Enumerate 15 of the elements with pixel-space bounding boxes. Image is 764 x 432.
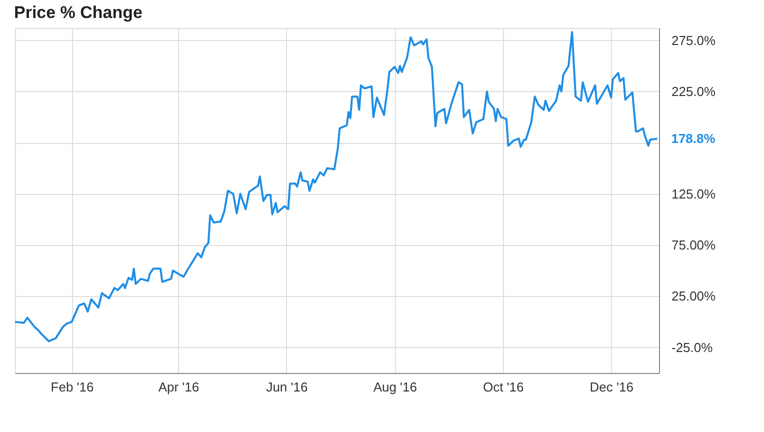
x-tick-label: Aug '16 xyxy=(373,380,417,394)
y-tick-label: 225.0% xyxy=(672,84,716,99)
x-tick-label: Jun '16 xyxy=(266,380,308,394)
annotation: 178.8% xyxy=(671,130,716,146)
y-tick-label: 75.00% xyxy=(672,238,716,253)
x-tick-label: Oct '16 xyxy=(482,380,524,394)
y-tick-label: -25.0% xyxy=(672,340,714,355)
x-tick-label: Dec '16 xyxy=(590,380,634,394)
y-tick-label: 25.00% xyxy=(672,288,716,304)
x-tick-label: Apr '16 xyxy=(158,380,200,394)
y-tick-label: 125.0% xyxy=(672,186,716,202)
line-series xyxy=(14,31,658,342)
chart-title: Price % Change xyxy=(14,3,142,22)
y-tick-label: 275.0% xyxy=(672,32,716,48)
x-tick-label: Feb '16 xyxy=(50,380,94,394)
